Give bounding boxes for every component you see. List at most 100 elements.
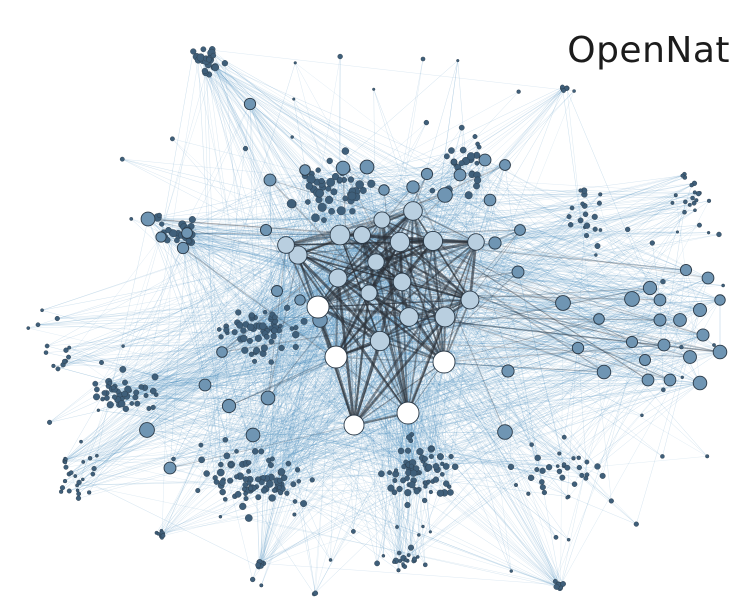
network-node-small bbox=[156, 531, 161, 536]
network-edge bbox=[307, 201, 709, 279]
network-edge bbox=[304, 169, 321, 321]
network-edge bbox=[206, 60, 306, 171]
network-edge bbox=[121, 254, 299, 405]
network-edge bbox=[163, 232, 434, 242]
network-edge bbox=[213, 66, 385, 191]
network-node-light bbox=[422, 230, 444, 252]
network-node-small bbox=[253, 347, 261, 355]
network-node-small bbox=[347, 191, 357, 201]
network-edge bbox=[65, 347, 579, 362]
network-edge bbox=[64, 319, 321, 462]
network-edge bbox=[76, 404, 111, 486]
network-node-small bbox=[107, 380, 113, 386]
network-edge bbox=[80, 356, 337, 442]
network-node-light bbox=[360, 284, 378, 302]
network-edge bbox=[166, 240, 230, 407]
network-edge bbox=[457, 60, 467, 162]
network-edge bbox=[46, 166, 368, 347]
network-edge bbox=[234, 356, 337, 497]
network-node-small bbox=[355, 180, 364, 189]
network-edge bbox=[224, 63, 385, 191]
network-edge bbox=[252, 351, 721, 436]
network-edge bbox=[315, 277, 339, 594]
network-edge bbox=[342, 167, 721, 301]
network-edge bbox=[444, 316, 600, 320]
network-edge bbox=[265, 412, 409, 489]
network-edge bbox=[269, 179, 298, 470]
network-edge bbox=[198, 59, 414, 212]
network-edge bbox=[53, 365, 429, 468]
core-edge bbox=[375, 261, 471, 301]
network-edge bbox=[147, 218, 383, 221]
network-edge bbox=[125, 408, 423, 459]
network-edge bbox=[230, 166, 368, 465]
network-edge bbox=[432, 90, 564, 242]
network-edge bbox=[410, 241, 477, 441]
network-edge bbox=[160, 306, 319, 535]
network-edge bbox=[285, 244, 687, 271]
network-edge bbox=[408, 316, 413, 485]
network-edge bbox=[122, 158, 414, 188]
network-node-small bbox=[76, 479, 82, 486]
network-edge bbox=[147, 218, 248, 491]
network-edge bbox=[259, 359, 646, 566]
network-edge bbox=[566, 88, 612, 501]
network-node-small bbox=[567, 222, 574, 228]
network-edge bbox=[402, 359, 646, 565]
network-edge bbox=[220, 242, 496, 338]
network-node-small bbox=[149, 387, 157, 395]
network-edge bbox=[147, 149, 464, 220]
network-node-small bbox=[188, 216, 196, 224]
network-edge bbox=[260, 169, 306, 565]
network-edge bbox=[160, 236, 337, 358]
network-edge bbox=[399, 356, 691, 562]
network-node-mid bbox=[478, 153, 492, 167]
network-edge bbox=[221, 88, 568, 353]
network-edge bbox=[160, 316, 446, 537]
network-node-small bbox=[99, 360, 104, 365]
network-edge bbox=[339, 234, 406, 567]
network-node-small bbox=[572, 89, 576, 93]
network-edge bbox=[401, 281, 561, 587]
network-edge bbox=[398, 334, 704, 571]
network-node-small bbox=[695, 191, 702, 197]
network-node-small bbox=[47, 419, 53, 425]
network-edge bbox=[213, 66, 377, 263]
network-edge bbox=[444, 194, 721, 301]
network-node-small bbox=[55, 366, 61, 372]
network-edge bbox=[182, 247, 408, 561]
network-edge bbox=[361, 122, 427, 236]
network-node-small bbox=[474, 176, 482, 184]
network-edge bbox=[408, 334, 704, 438]
network-node-small bbox=[426, 479, 431, 484]
core-edge bbox=[412, 210, 477, 243]
core-edge bbox=[361, 229, 521, 236]
core-edge bbox=[353, 234, 363, 426]
network-node-small bbox=[350, 529, 356, 534]
network-node-small bbox=[393, 468, 399, 473]
network-node-small bbox=[44, 343, 50, 349]
network-node-small bbox=[129, 217, 134, 221]
network-node-hub bbox=[324, 345, 348, 369]
network-edge bbox=[415, 469, 537, 490]
network-edge bbox=[127, 254, 299, 390]
network-edge bbox=[214, 66, 246, 149]
network-edge bbox=[337, 277, 633, 300]
network-edge bbox=[250, 356, 337, 489]
network-node-small bbox=[246, 468, 252, 474]
network-edge bbox=[96, 344, 665, 398]
network-edge bbox=[122, 158, 401, 243]
network-edge bbox=[469, 299, 691, 358]
network-edge bbox=[399, 175, 683, 243]
network-edge bbox=[440, 299, 661, 494]
network-node-small bbox=[584, 459, 590, 465]
network-node-small bbox=[459, 146, 467, 154]
network-edge bbox=[49, 398, 103, 423]
network-edge bbox=[353, 216, 570, 426]
network-node-mid bbox=[712, 344, 728, 360]
network-node-mid bbox=[596, 364, 612, 380]
network-edge bbox=[137, 277, 709, 404]
network-node-mid bbox=[714, 294, 726, 306]
network-edge bbox=[182, 247, 337, 358]
network-node-small bbox=[277, 490, 284, 496]
